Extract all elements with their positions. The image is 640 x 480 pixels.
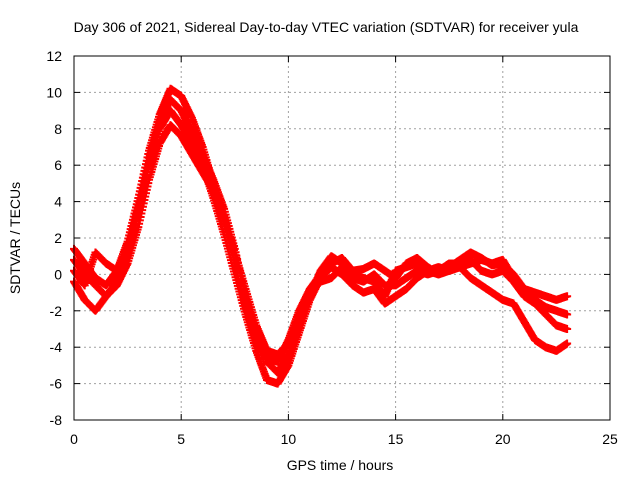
y-tick-label: 12 bbox=[46, 48, 62, 64]
y-tick-label: 10 bbox=[46, 84, 62, 100]
y-tick-label: -6 bbox=[50, 376, 63, 392]
x-tick-label: 20 bbox=[495, 431, 511, 447]
chart-title: Day 306 of 2021, Sidereal Day-to-day VTE… bbox=[74, 19, 579, 35]
y-tick-label: -8 bbox=[50, 412, 63, 428]
x-tick-label: 15 bbox=[388, 431, 404, 447]
y-tick-label: 2 bbox=[54, 230, 62, 246]
y-tick-label: -4 bbox=[50, 339, 63, 355]
x-tick-label: 10 bbox=[281, 431, 297, 447]
y-tick-label: 0 bbox=[54, 266, 62, 282]
y-tick-label: -2 bbox=[50, 303, 63, 319]
y-tick-label: 8 bbox=[54, 121, 62, 137]
x-axis-label: GPS time / hours bbox=[287, 457, 394, 473]
y-axis-label: SDTVAR / TECUs bbox=[7, 182, 23, 294]
x-tick-label: 25 bbox=[602, 431, 618, 447]
y-tick-label: 6 bbox=[54, 157, 62, 173]
y-tick-label: 4 bbox=[54, 194, 62, 210]
x-tick-label: 0 bbox=[70, 431, 78, 447]
x-tick-label: 5 bbox=[177, 431, 185, 447]
plot-frame bbox=[73, 55, 611, 421]
